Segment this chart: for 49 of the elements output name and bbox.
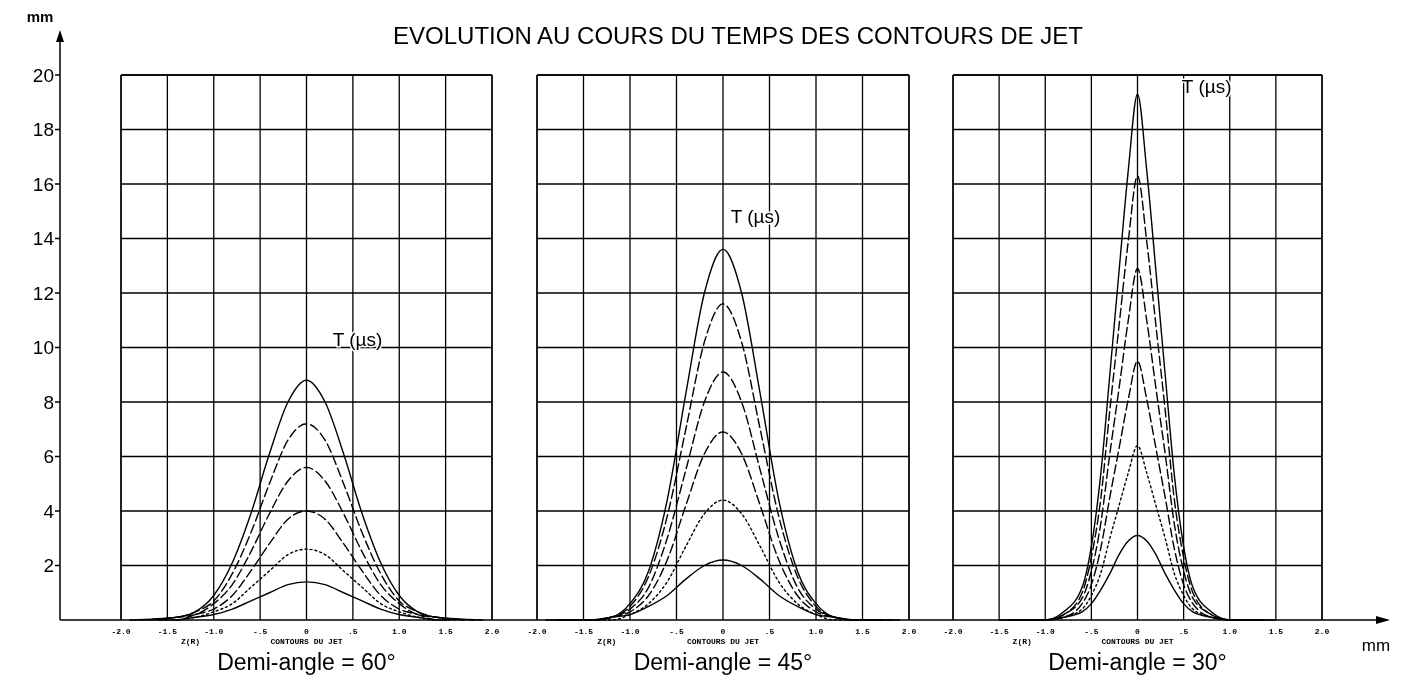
- x-tick-label: 1.0: [808, 627, 824, 636]
- x-tick-label: -1.5: [989, 627, 1009, 636]
- x-tick-label: 0: [720, 627, 726, 636]
- x-axis-title: CONTOURS DU JET: [1101, 637, 1174, 646]
- x-tick-label: -2.0: [111, 627, 131, 636]
- text: Demi-angle = 60°: [217, 649, 396, 675]
- y-tick-label: 20: [32, 64, 54, 86]
- y-tick-label: 10: [32, 337, 54, 359]
- x-tick-label: -1.5: [157, 627, 178, 636]
- x-tick-label: 0: [1135, 627, 1141, 636]
- x-tick-label: -.5: [1084, 627, 1099, 636]
- text: Demi-angle = 45°: [633, 649, 813, 675]
- x-tick-label: -1.5: [573, 627, 594, 636]
- y-tick-label: 6: [43, 446, 54, 468]
- text: Z(R): [1012, 637, 1032, 646]
- x-tick-label: -2.0: [527, 627, 547, 636]
- x-tick-label: 1.5: [438, 627, 454, 636]
- x-tick-label: -1.0: [1035, 627, 1056, 636]
- x-tick-label: 1.5: [855, 627, 870, 636]
- text: Z(R): [597, 637, 617, 646]
- x-tick-label: .5: [1178, 627, 1189, 636]
- text: Demi-angle = 30°: [1048, 649, 1227, 675]
- x-tick-label: 0: [304, 627, 310, 636]
- x-tick-label: -.5: [669, 627, 684, 636]
- x-tick-label: 1.0: [392, 627, 407, 636]
- x-tick-label: 2.0: [484, 627, 500, 636]
- x-tick-label: 2.0: [901, 627, 917, 636]
- x-axis-title: CONTOURS DU JET: [270, 637, 343, 646]
- y-tick-label: 12: [32, 282, 54, 304]
- text: Z(R): [180, 637, 201, 646]
- x-tick-label: -2.0: [943, 627, 963, 636]
- x-tick-label: -.5: [252, 627, 268, 636]
- y-tick-label: 8: [43, 391, 54, 413]
- y-tick-label: 2: [43, 555, 54, 577]
- x-tick-label: -1.0: [204, 627, 224, 636]
- x-tick-label: 1.0: [1222, 627, 1238, 636]
- x-tick-label: 1.5: [1268, 627, 1284, 636]
- x-axis-title: CONTOURS DU JET: [686, 637, 760, 646]
- text: EVOLUTION AU COURS DU TEMPS DES CONTOURS DE JET: [393, 22, 1084, 49]
- text: mm: [1361, 636, 1391, 655]
- y-tick-label: 16: [32, 173, 54, 195]
- x-tick-label: 2.0: [1314, 627, 1330, 636]
- x-tick-label: .5: [348, 627, 358, 636]
- y-tick-label: 4: [43, 500, 55, 522]
- x-tick-label: .5: [764, 627, 775, 636]
- y-tick-label: 18: [32, 119, 54, 141]
- x-tick-label: -1.0: [620, 627, 640, 636]
- y-tick-label: 14: [32, 228, 55, 250]
- y-axis-title: mm: [26, 8, 54, 25]
